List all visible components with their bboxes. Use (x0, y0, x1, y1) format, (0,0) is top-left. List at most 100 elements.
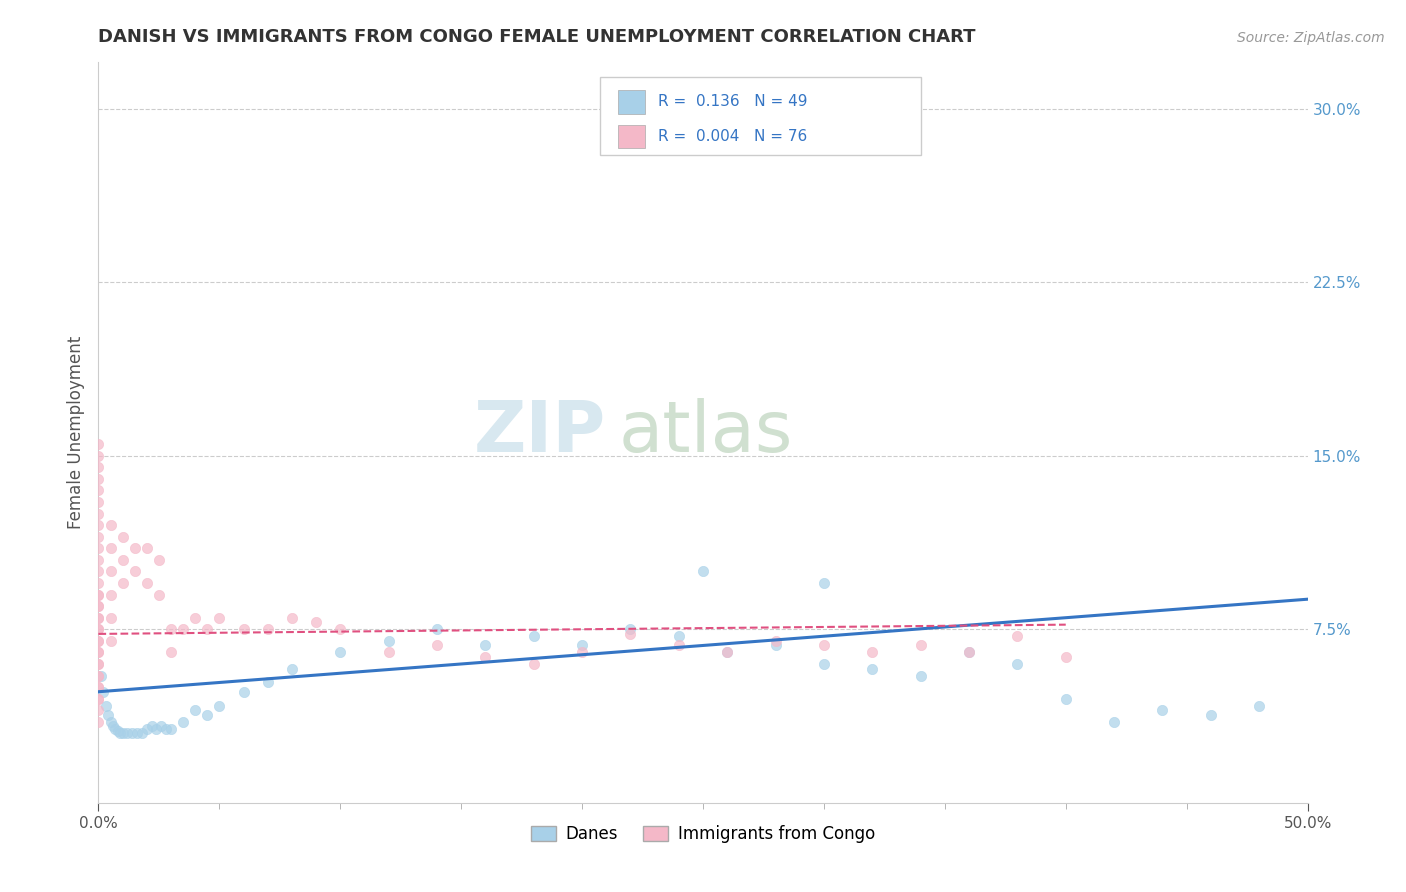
Point (87, 588, 110, 602)
Point (111, 726, 134, 740)
Point (87, 460, 110, 475)
Point (97, 707, 120, 722)
Text: atlas: atlas (619, 398, 793, 467)
Point (860, 645, 883, 659)
Point (571, 639, 593, 653)
Point (160, 645, 183, 659)
Point (668, 639, 690, 653)
Point (87, 691, 110, 706)
Point (145, 722, 167, 736)
Point (155, 722, 177, 736)
Point (87, 541, 110, 556)
Point (208, 698, 231, 713)
Point (184, 610, 207, 624)
Point (100, 541, 122, 556)
Point (813, 639, 835, 653)
Point (716, 645, 738, 659)
Point (121, 726, 143, 740)
Point (87, 530, 110, 544)
Point (281, 610, 304, 624)
Point (117, 726, 139, 740)
Point (90, 668, 112, 682)
Point (87, 691, 110, 706)
Point (131, 726, 153, 740)
Point (150, 719, 173, 733)
Point (957, 645, 980, 659)
Point (813, 576, 835, 591)
Point (87, 680, 110, 694)
Point (148, 553, 170, 567)
Point (87, 588, 110, 602)
Point (813, 657, 835, 671)
Point (172, 714, 194, 729)
Point (474, 650, 496, 665)
Point (1054, 650, 1077, 665)
Point (305, 615, 328, 630)
Point (1249, 698, 1271, 713)
Point (232, 685, 254, 699)
Text: ZIP: ZIP (474, 398, 606, 467)
Point (1007, 629, 1029, 643)
Point (87, 622, 110, 636)
Point (100, 518, 122, 533)
Point (523, 629, 546, 643)
Point (426, 622, 449, 636)
Point (160, 622, 183, 636)
Point (91, 685, 114, 699)
Point (100, 610, 122, 624)
Point (141, 719, 163, 733)
Text: Source: ZipAtlas.com: Source: ZipAtlas.com (1237, 31, 1385, 45)
Point (101, 719, 124, 733)
Point (256, 675, 278, 690)
Point (232, 622, 254, 636)
Point (619, 627, 641, 641)
Point (329, 645, 352, 659)
Point (87, 657, 110, 671)
Point (87, 622, 110, 636)
Point (111, 530, 134, 544)
Bar (600, 78, 921, 155)
Text: DANISH VS IMMIGRANTS FROM CONGO FEMALE UNEMPLOYMENT CORRELATION CHART: DANISH VS IMMIGRANTS FROM CONGO FEMALE U… (98, 28, 976, 45)
Point (100, 565, 122, 579)
Point (100, 588, 122, 602)
Point (124, 541, 146, 556)
Point (208, 610, 231, 624)
Point (87, 633, 110, 648)
Point (668, 629, 690, 643)
Text: R =  0.004   N = 76: R = 0.004 N = 76 (658, 129, 807, 144)
Point (860, 662, 883, 676)
Point (281, 662, 304, 676)
Point (172, 622, 194, 636)
Y-axis label: Female Unemployment: Female Unemployment (66, 336, 84, 529)
Point (957, 645, 980, 659)
Point (765, 633, 787, 648)
Point (377, 633, 399, 648)
Text: R =  0.136   N = 49: R = 0.136 N = 49 (658, 95, 807, 109)
Point (195, 707, 218, 722)
Point (124, 565, 146, 579)
Point (135, 541, 157, 556)
Legend: Danes, Immigrants from Congo: Danes, Immigrants from Congo (524, 819, 882, 850)
Point (87, 610, 110, 624)
Point (87, 610, 110, 624)
Point (135, 576, 157, 591)
Point (329, 622, 352, 636)
Point (87, 657, 110, 671)
Point (135, 722, 157, 736)
Point (426, 639, 449, 653)
Point (619, 622, 641, 636)
Point (87, 668, 110, 682)
Point (1199, 707, 1222, 722)
Point (195, 622, 218, 636)
Point (184, 703, 207, 717)
Point (256, 622, 278, 636)
Point (87, 645, 110, 659)
Point (160, 722, 183, 736)
Point (111, 553, 134, 567)
Point (87, 645, 110, 659)
Point (523, 657, 546, 671)
Point (87, 599, 110, 614)
Bar (619, 125, 645, 148)
Point (107, 724, 129, 739)
Point (87, 449, 110, 463)
